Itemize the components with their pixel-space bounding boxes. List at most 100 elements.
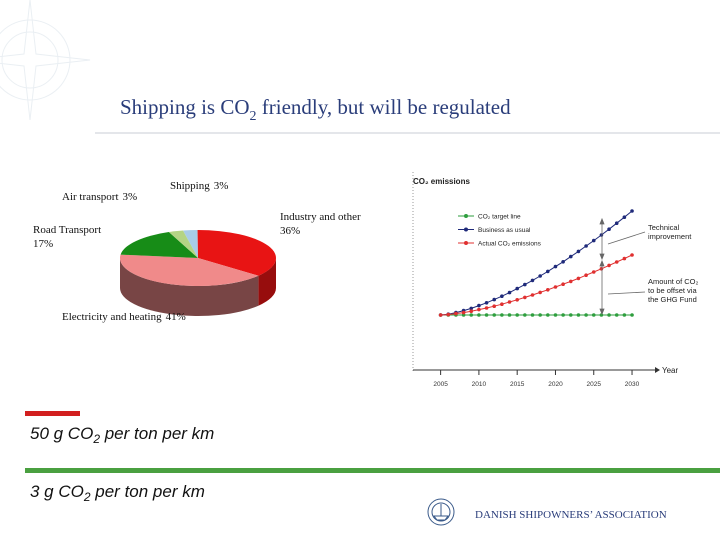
series-marker xyxy=(614,260,619,264)
statement: 3 g CO2 per ton per km xyxy=(30,482,205,504)
x-tick-label: 2025 xyxy=(587,381,602,388)
series-marker xyxy=(538,290,542,295)
series-marker xyxy=(607,313,611,317)
pie-chart: Shipping 3% Industry and other 36% Electrici… xyxy=(33,180,361,323)
compass-decoration xyxy=(0,0,91,121)
series-marker xyxy=(630,313,634,317)
slide-title: Shipping is CO2 friendly, but will be re… xyxy=(120,95,511,124)
series-marker xyxy=(515,313,519,317)
series-marker xyxy=(568,279,573,284)
title-sub: 2 xyxy=(250,109,257,124)
pie-label-category: Electricity and heating xyxy=(62,311,162,323)
series-marker xyxy=(622,215,627,219)
series-marker xyxy=(438,313,443,317)
pie-label-category: Industry and other xyxy=(280,211,361,223)
series-line xyxy=(440,254,633,316)
annotation: Technical improvement xyxy=(648,223,692,241)
statement-text: 3 g CO xyxy=(30,482,84,501)
series-marker xyxy=(630,209,634,213)
pie-label-value: 17% xyxy=(33,238,53,250)
pie-slice xyxy=(119,254,259,286)
pie-label-value: 3% xyxy=(214,180,229,192)
series-marker xyxy=(484,301,489,305)
series-marker xyxy=(523,282,527,287)
annotation-line: improvement xyxy=(648,232,692,241)
annotation: Amount of CO₂ to be offset via the GHG Fun… xyxy=(648,277,699,304)
pie-label-value: 3% xyxy=(123,191,138,203)
series-marker xyxy=(614,221,619,225)
pie-slice-side xyxy=(120,258,259,316)
series-marker xyxy=(500,302,504,307)
series-marker xyxy=(568,313,573,317)
series-marker xyxy=(546,269,550,274)
annotation-line: Technical xyxy=(648,223,680,232)
series-marker xyxy=(515,298,519,302)
series-marker xyxy=(622,313,627,317)
series-marker xyxy=(584,273,588,278)
series-marker xyxy=(523,295,527,300)
series-marker xyxy=(477,307,481,312)
chart-title: CO₂ emissions xyxy=(413,177,470,186)
statement-sub: 2 xyxy=(92,432,100,446)
annotation-line: the GHG Fund xyxy=(648,295,697,304)
pie-slice-side xyxy=(258,258,276,306)
series-marker xyxy=(630,253,634,257)
x-tick-label: 2005 xyxy=(433,381,448,388)
statement-text: 50 g CO xyxy=(30,424,93,443)
logo xyxy=(427,498,455,526)
series-marker xyxy=(591,238,596,243)
x-tick-label: 2030 xyxy=(625,381,640,388)
series-line xyxy=(440,210,633,316)
series-marker xyxy=(622,256,627,261)
pie-label-category: Shipping xyxy=(170,180,210,192)
series-marker xyxy=(584,244,588,248)
series-marker xyxy=(484,306,489,310)
pie-slice xyxy=(120,232,198,258)
series-marker xyxy=(599,267,604,271)
legend-marker xyxy=(464,227,468,232)
green-bar xyxy=(25,468,720,473)
x-axis-arrow xyxy=(655,367,660,373)
series-marker xyxy=(469,306,474,311)
legend-marker xyxy=(464,214,468,218)
legend-label: Actual CO₂ emissions xyxy=(478,241,542,248)
x-tick-label: 2015 xyxy=(510,381,525,388)
legend-label: CO₂ target line xyxy=(478,214,521,221)
series-marker xyxy=(561,282,565,287)
line-chart: CO₂ emissions Year 2005 2010 2015 2020 2025 203… xyxy=(412,172,699,388)
series-marker xyxy=(507,290,512,295)
pie-label: Electricity and heating 41% xyxy=(62,311,186,323)
legend-marker xyxy=(464,241,468,245)
series-marker xyxy=(530,278,535,283)
annotation-line: to be offset via xyxy=(648,286,697,295)
series-marker xyxy=(591,270,596,274)
pie-slice xyxy=(182,230,198,258)
series-marker xyxy=(469,309,474,314)
statement: 50 g CO2 per ton per km xyxy=(30,424,214,446)
title-text: Shipping is CO xyxy=(120,95,250,119)
pie-label: Shipping 3% xyxy=(170,180,228,192)
series-marker xyxy=(553,313,558,317)
series-marker xyxy=(546,288,550,292)
series-marker xyxy=(591,313,596,317)
pie-slice xyxy=(168,230,198,258)
pie-label-category: Air transport xyxy=(62,191,119,203)
series-marker xyxy=(484,313,489,317)
title-text: friendly, but will be regulated xyxy=(257,95,512,119)
series-marker xyxy=(523,313,527,317)
series-marker xyxy=(561,313,565,317)
series-marker xyxy=(614,313,619,317)
series-marker xyxy=(538,313,542,317)
series-marker xyxy=(507,300,512,304)
series-marker xyxy=(568,254,573,259)
x-axis-label: Year xyxy=(662,366,679,375)
series-marker xyxy=(546,313,550,317)
series-marker xyxy=(507,313,512,317)
series-marker xyxy=(461,310,466,315)
pie-label: Air transport 3% xyxy=(62,191,137,203)
series-marker xyxy=(553,285,558,289)
series-marker xyxy=(607,227,611,231)
series-marker xyxy=(500,313,504,317)
